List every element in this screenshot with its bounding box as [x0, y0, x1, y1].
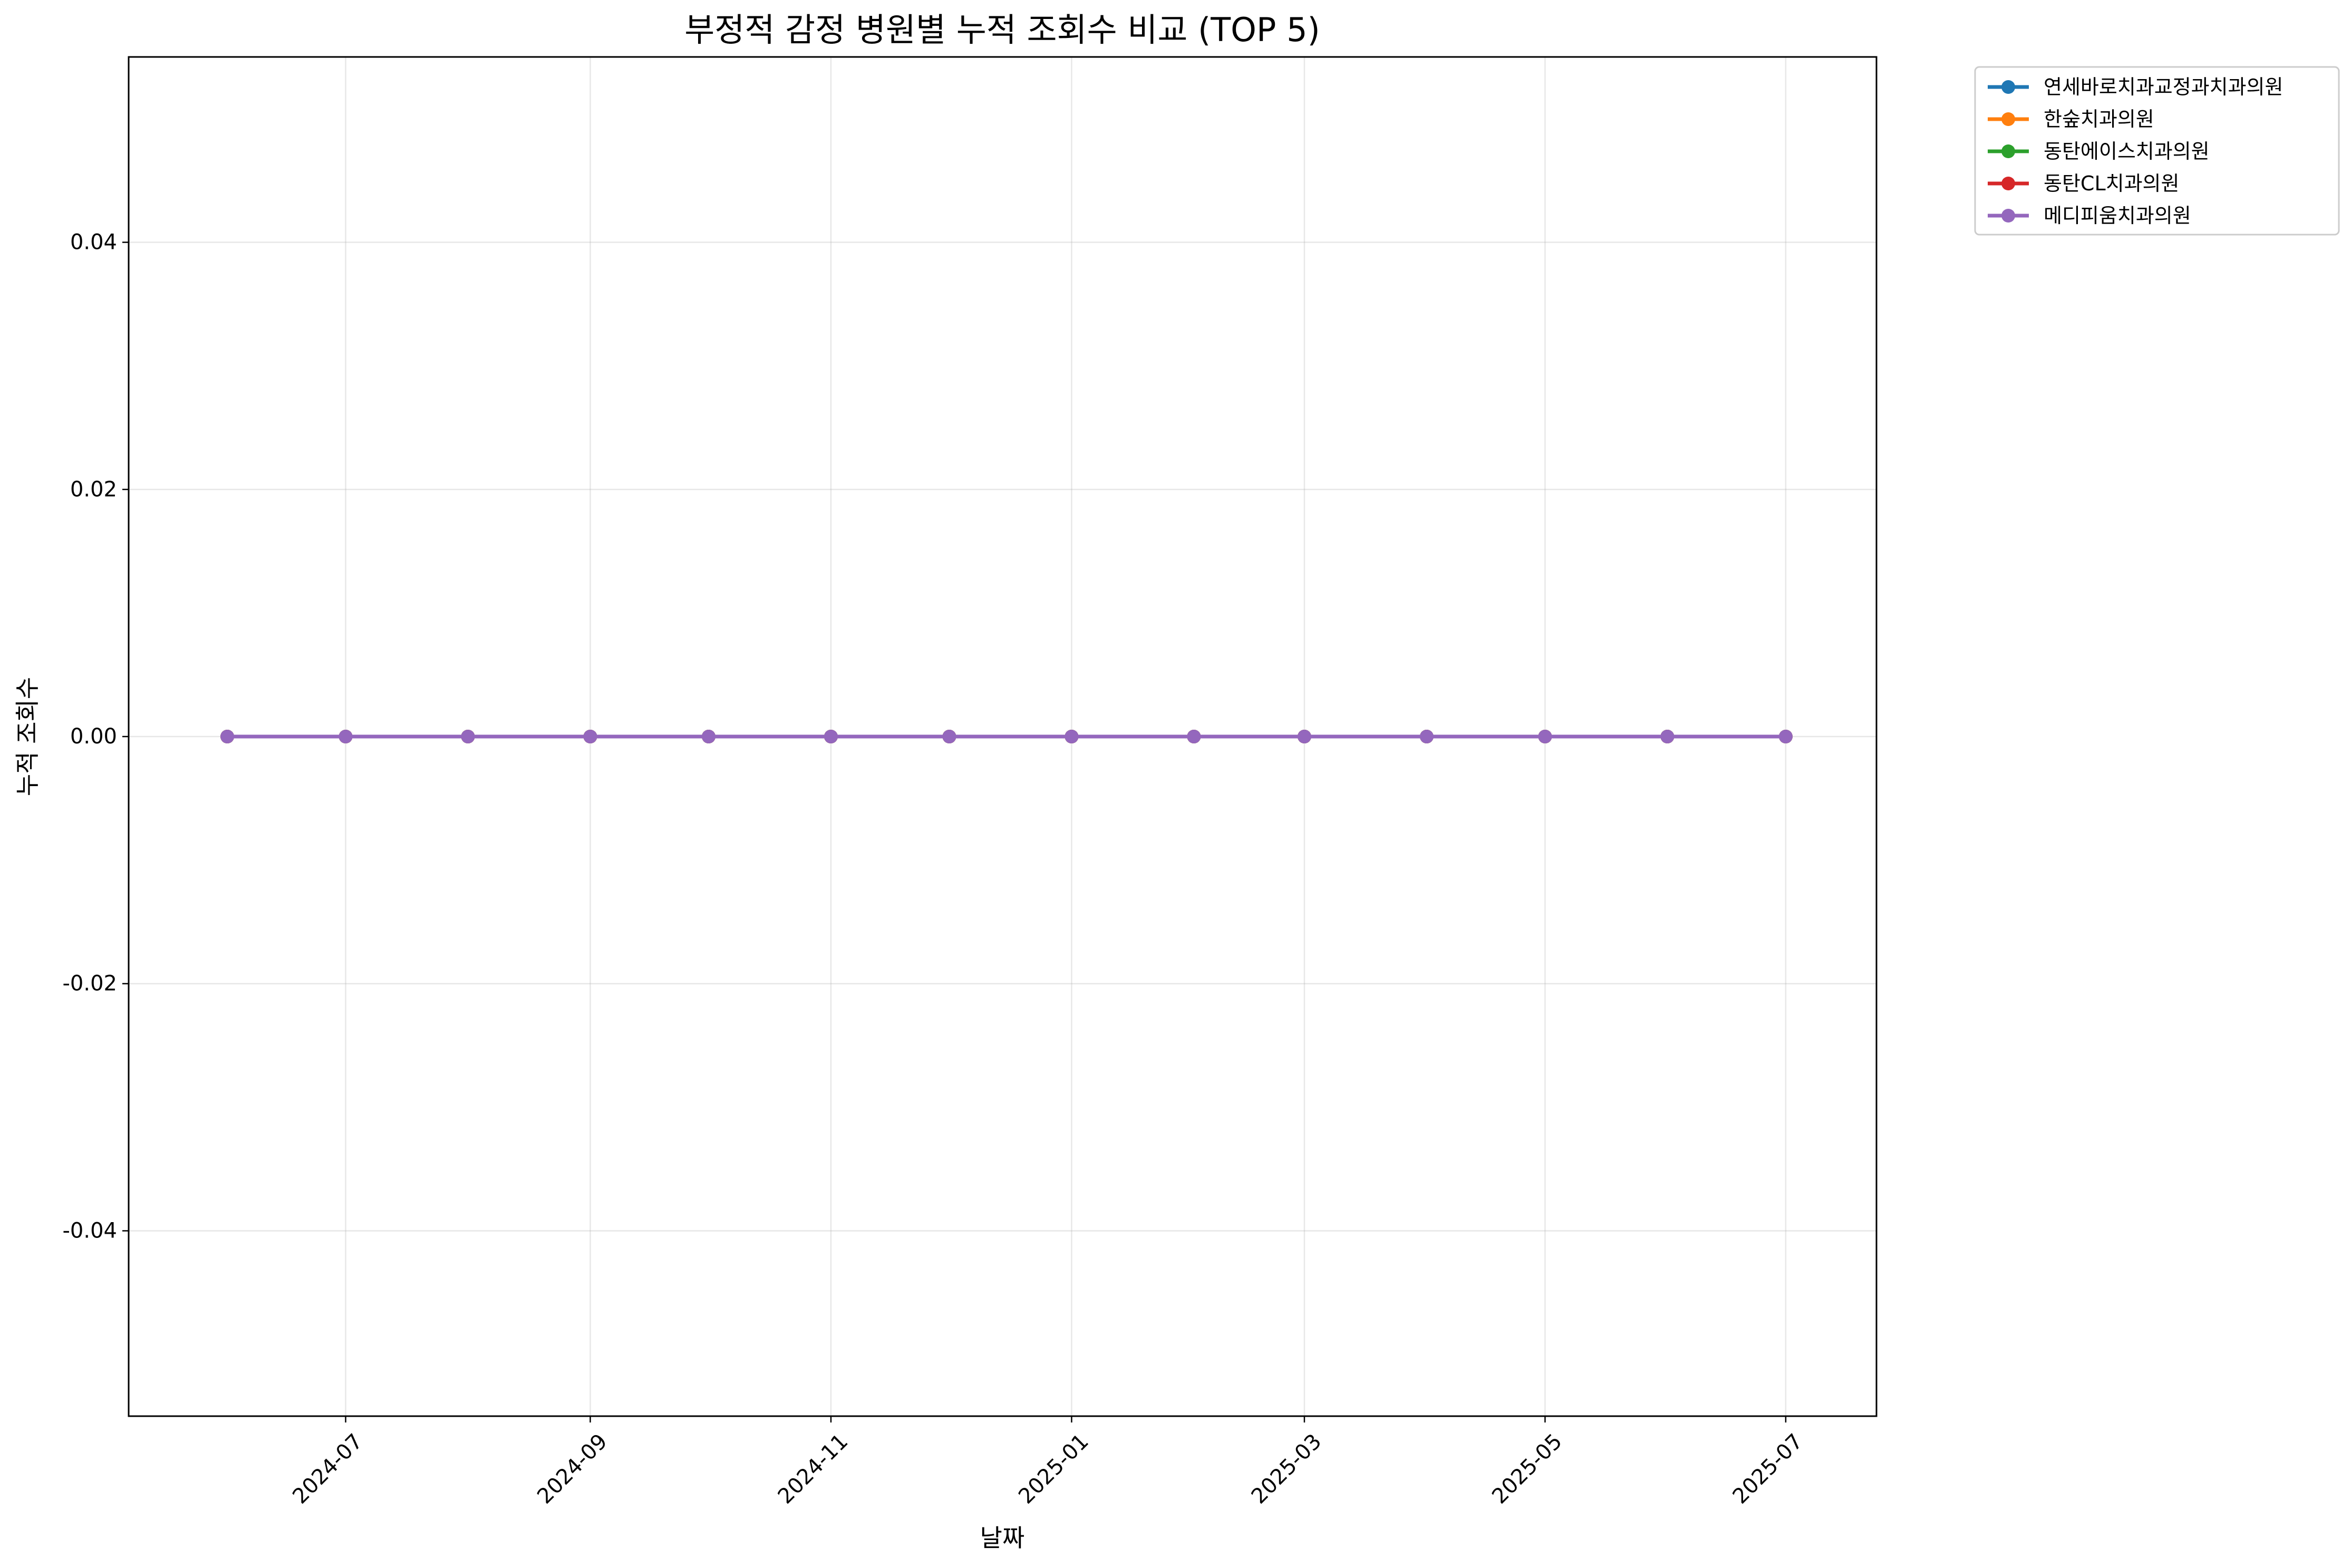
data-point	[1065, 730, 1079, 743]
legend-label: 연세바로치과교정과치과의원	[2044, 75, 2283, 99]
data-point	[1538, 730, 1552, 743]
data-point	[220, 730, 235, 743]
series-group	[220, 730, 1793, 743]
data-point	[338, 730, 353, 743]
data-point	[1778, 730, 1793, 743]
y-tick-label: 0.02	[70, 477, 117, 501]
legend: 연세바로치과교정과치과의원한숲치과의원동탄에이스치과의원동탄CL치과의원메디피움…	[1974, 66, 2340, 236]
legend-marker	[2001, 80, 2015, 94]
data-point	[1660, 730, 1675, 743]
y-tick-label: 0.00	[70, 724, 117, 749]
series-layer	[220, 730, 1793, 743]
legend-label: 동탄CL치과의원	[2044, 172, 2179, 195]
data-point	[824, 730, 838, 743]
chart-title: 부정적 감정 병원별 누적 조회수 비교 (TOP 5)	[684, 11, 1320, 49]
legend-entries: 연세바로치과교정과치과의원한숲치과의원동탄에이스치과의원동탄CL치과의원메디피움…	[1988, 75, 2283, 227]
legend-label: 메디피움치과의원	[2044, 204, 2191, 227]
legend-label: 한숲치과의원	[2044, 108, 2154, 131]
data-point	[583, 730, 597, 743]
legend-marker	[2001, 209, 2015, 222]
y-axis-label: 누적 조회수	[13, 677, 42, 796]
y-axis-ticks: 0.04 0.02 0.00 -0.02 -0.04	[63, 230, 129, 1243]
y-tick-label: -0.04	[63, 1218, 118, 1243]
data-point	[1297, 730, 1311, 743]
legend-marker	[2001, 177, 2015, 190]
data-point	[1187, 730, 1201, 743]
data-point	[942, 730, 956, 743]
y-tick-label: -0.02	[63, 972, 118, 996]
data-point	[461, 730, 475, 743]
data-point	[1419, 730, 1434, 743]
legend-marker	[2001, 112, 2015, 126]
data-point	[702, 730, 716, 743]
y-tick-label: 0.04	[70, 230, 117, 255]
legend-box	[1974, 66, 2340, 236]
legend-marker	[2001, 144, 2015, 158]
legend-label: 동탄에이스치과의원	[2044, 140, 2210, 163]
x-axis-label: 날짜	[980, 1524, 1025, 1552]
